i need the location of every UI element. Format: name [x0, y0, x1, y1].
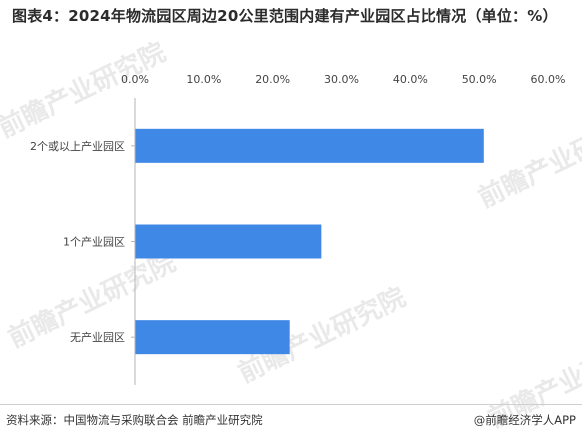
x-tick-label: 20.0%: [255, 73, 290, 86]
brand-credit: @前瞻经济学人APP: [473, 413, 576, 427]
category-label: 无产业园区: [70, 330, 125, 344]
category-label: 1个产业园区: [63, 235, 125, 249]
bar: [135, 128, 484, 163]
x-tick-label: 50.0%: [462, 73, 497, 86]
category-label: 2个或以上产业园区: [30, 139, 125, 153]
chart-title: 图表4：2024年物流园区周边20公里范围内建有产业园区占比情况（单位：%）: [12, 7, 558, 25]
x-tick-label: 60.0%: [531, 73, 566, 86]
source-note: 资料来源：中国物流与采购联合会 前瞻产业研究院: [6, 413, 263, 427]
x-tick-label: 0.0%: [121, 73, 149, 86]
x-tick-label: 30.0%: [324, 73, 359, 86]
bar: [135, 320, 290, 355]
bar-chart: 0.0% 10.0% 20.0% 30.0% 40.0% 50.0% 60.0% 2个或以上产…: [30, 73, 566, 385]
x-tick-label: 10.0%: [186, 73, 221, 86]
bar: [135, 224, 322, 259]
x-tick-label: 40.0%: [393, 73, 428, 86]
footer: 资料来源：中国物流与采购联合会 前瞻产业研究院 @前瞻经济学人APP: [0, 404, 582, 435]
